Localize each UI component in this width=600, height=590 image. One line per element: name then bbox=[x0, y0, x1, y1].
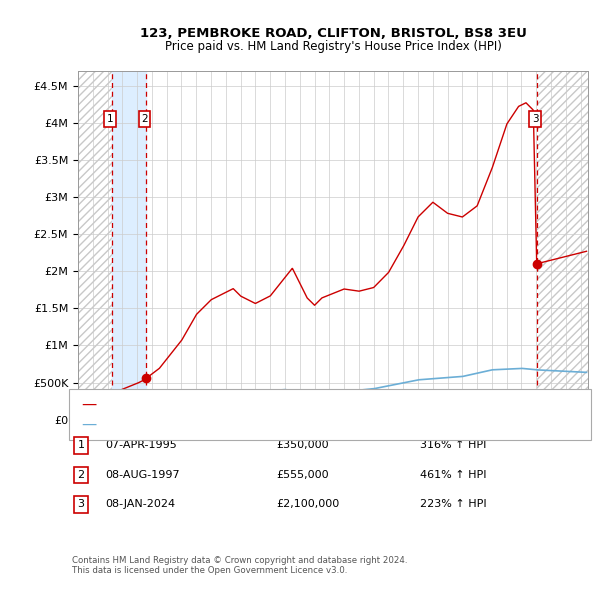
Text: 08-AUG-1997: 08-AUG-1997 bbox=[105, 470, 179, 480]
Text: —: — bbox=[81, 397, 96, 412]
Text: £555,000: £555,000 bbox=[276, 470, 329, 480]
Text: 2: 2 bbox=[141, 114, 148, 124]
Text: —: — bbox=[81, 417, 96, 432]
Bar bbox=[112, 71, 146, 419]
Text: 223% ↑ HPI: 223% ↑ HPI bbox=[420, 500, 487, 509]
Text: 316% ↑ HPI: 316% ↑ HPI bbox=[420, 441, 487, 450]
Text: 461% ↑ HPI: 461% ↑ HPI bbox=[420, 470, 487, 480]
Text: 123, PEMBROKE ROAD, CLIFTON, BRISTOL, BS8 3EU (detached house): 123, PEMBROKE ROAD, CLIFTON, BRISTOL, BS… bbox=[114, 400, 457, 409]
Text: 2: 2 bbox=[77, 470, 85, 480]
Text: 3: 3 bbox=[77, 500, 85, 509]
Text: 08-JAN-2024: 08-JAN-2024 bbox=[105, 500, 175, 509]
Text: 07-APR-1995: 07-APR-1995 bbox=[105, 441, 177, 450]
Text: HPI: Average price, detached house, City of Bristol: HPI: Average price, detached house, City… bbox=[114, 419, 361, 429]
Text: 3: 3 bbox=[532, 114, 539, 124]
Text: Price paid vs. HM Land Registry's House Price Index (HPI): Price paid vs. HM Land Registry's House … bbox=[164, 40, 502, 53]
Text: 123, PEMBROKE ROAD, CLIFTON, BRISTOL, BS8 3EU: 123, PEMBROKE ROAD, CLIFTON, BRISTOL, BS… bbox=[140, 27, 526, 40]
Text: £2,100,000: £2,100,000 bbox=[276, 500, 339, 509]
Text: 1: 1 bbox=[107, 114, 113, 124]
Text: Contains HM Land Registry data © Crown copyright and database right 2024.
This d: Contains HM Land Registry data © Crown c… bbox=[72, 556, 407, 575]
Text: 1: 1 bbox=[77, 441, 85, 450]
Text: £350,000: £350,000 bbox=[276, 441, 329, 450]
